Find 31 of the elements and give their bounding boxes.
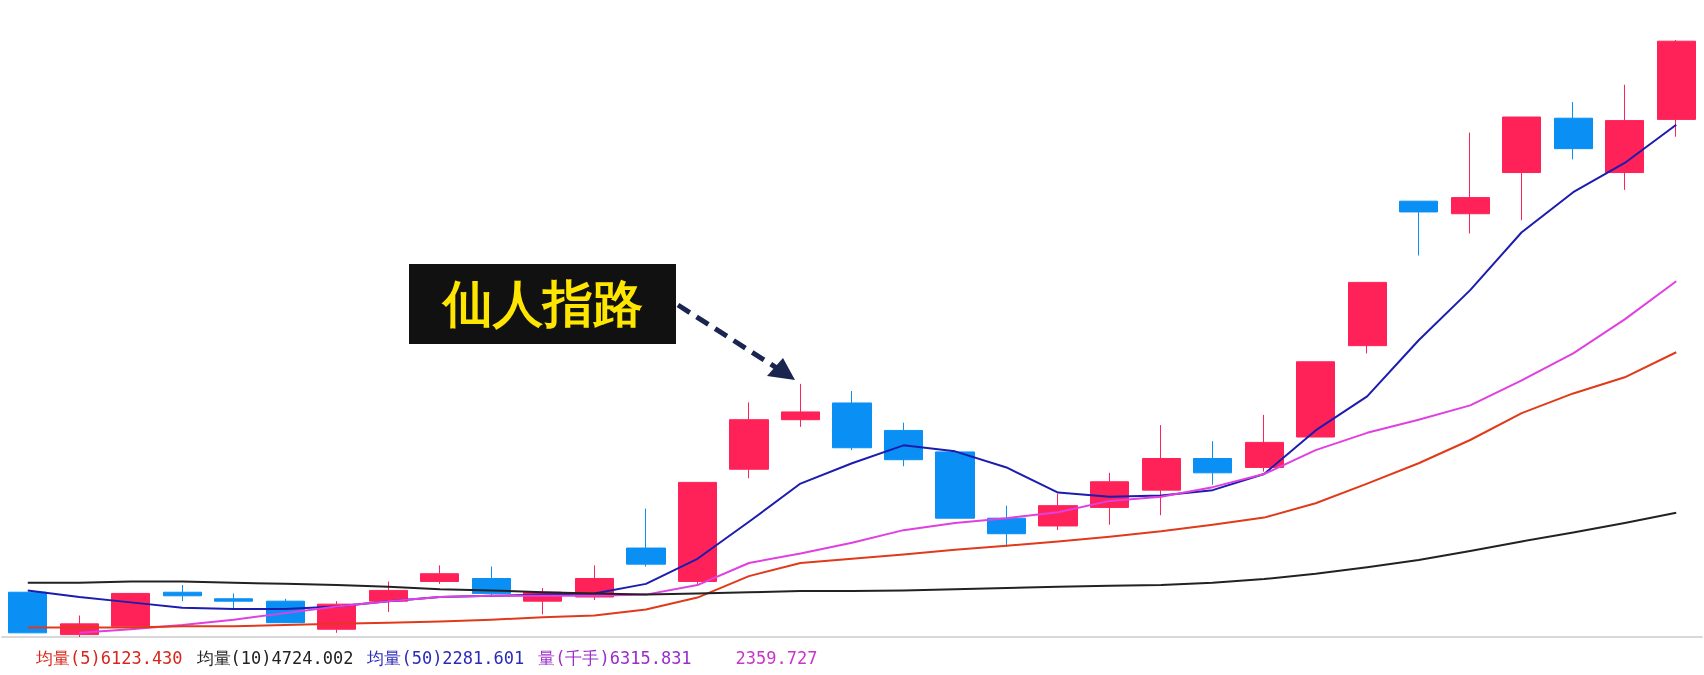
candlestick [935, 451, 975, 519]
candlestick [1605, 84, 1644, 191]
candlestick [1142, 424, 1181, 516]
candlestick [1399, 200, 1438, 257]
text: 均量(5)6123.430 [36, 648, 183, 668]
candlestick [1193, 440, 1232, 486]
candlestick [420, 564, 459, 585]
candlestick [369, 580, 408, 613]
candlestick [781, 383, 820, 428]
candlestick [1348, 281, 1387, 354]
candlestick [8, 591, 47, 634]
annotation: 仙人指路 [409, 264, 676, 344]
text: 均量(50)2281.601 [367, 648, 525, 668]
candlestick [678, 481, 717, 585]
candlestick [1657, 39, 1696, 138]
candlestick [884, 422, 923, 467]
candlestick [1296, 361, 1335, 438]
text: 均量(10)4724.002 [196, 648, 354, 668]
candlestick [163, 584, 202, 602]
candlestick [111, 592, 150, 627]
candlestick [1245, 414, 1284, 473]
candlestick [214, 592, 253, 610]
candlestick [987, 505, 1026, 548]
candlestick [1451, 132, 1490, 234]
candlestick [1554, 101, 1593, 160]
text: 量(千手)6315.831 [538, 648, 692, 668]
candlestick [832, 390, 872, 451]
candlestick [1502, 116, 1541, 221]
text: 2359.727 [735, 648, 818, 668]
candlestick [626, 508, 666, 568]
candlestick [729, 401, 769, 479]
